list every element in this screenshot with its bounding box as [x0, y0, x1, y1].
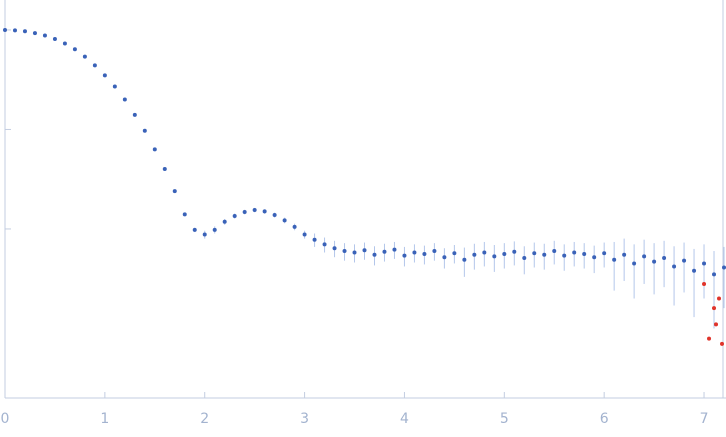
data-point	[672, 264, 677, 269]
data-point	[562, 253, 567, 258]
data-point	[282, 218, 287, 223]
data-point	[192, 227, 197, 232]
data-point	[642, 254, 647, 259]
data-point	[482, 250, 487, 255]
data-point	[572, 250, 577, 255]
data-point	[532, 251, 537, 256]
data-point	[252, 208, 257, 213]
data-point	[72, 47, 77, 52]
data-point	[722, 265, 726, 270]
data-point	[652, 259, 657, 264]
data-point	[62, 41, 67, 46]
data-point	[542, 252, 547, 257]
data-point	[3, 27, 7, 32]
data-point	[692, 268, 697, 273]
data-point	[132, 112, 137, 117]
data-point	[432, 249, 437, 254]
data-point	[592, 255, 597, 260]
data-point	[402, 253, 407, 258]
data-point	[272, 213, 277, 218]
data-point	[102, 73, 107, 78]
x-tick-label: 6	[600, 411, 609, 427]
data-point	[82, 54, 87, 59]
x-tick-label: 4	[400, 411, 409, 427]
data-point	[22, 29, 27, 34]
data-point	[442, 255, 447, 260]
data-point	[717, 296, 722, 301]
data-point	[302, 232, 307, 237]
data-point	[712, 306, 717, 311]
data-point	[707, 336, 712, 341]
data-point	[112, 84, 117, 89]
data-point	[412, 250, 417, 255]
data-point	[632, 261, 637, 266]
data-point	[582, 252, 587, 257]
data-point	[212, 227, 217, 232]
data-point	[682, 258, 687, 263]
data-point	[662, 256, 667, 261]
data-point	[182, 212, 187, 217]
data-point	[552, 249, 557, 254]
data-point	[712, 272, 717, 277]
x-tick-label: 2	[200, 411, 209, 427]
data-point	[292, 224, 297, 229]
data-point	[312, 237, 317, 242]
data-point	[452, 251, 457, 256]
data-point	[612, 257, 617, 262]
data-point	[702, 261, 707, 266]
data-point	[52, 37, 57, 42]
x-tick-label: 7	[700, 411, 709, 427]
data-point	[12, 28, 17, 33]
data-point	[720, 341, 725, 346]
data-point	[422, 252, 427, 257]
data-point	[714, 322, 719, 327]
data-point	[222, 219, 227, 224]
data-point	[372, 252, 377, 257]
data-point	[472, 252, 477, 257]
data-point	[202, 232, 207, 237]
x-tick-label: 1	[100, 411, 109, 427]
data-point	[522, 256, 527, 261]
data-point	[362, 248, 367, 253]
data-point	[352, 250, 357, 255]
data-point	[42, 33, 47, 38]
data-point	[332, 246, 337, 251]
data-point	[322, 242, 327, 247]
data-point	[382, 249, 387, 254]
data-point	[242, 210, 247, 215]
data-point	[172, 189, 177, 194]
data-point	[502, 252, 507, 257]
data-point	[492, 254, 497, 259]
data-point	[602, 251, 607, 256]
data-point	[512, 249, 517, 254]
data-point	[702, 281, 707, 286]
data-point	[342, 249, 347, 254]
x-tick-label: 0	[1, 411, 10, 427]
data-point	[462, 257, 467, 262]
data-point	[622, 252, 627, 257]
data-point	[232, 213, 237, 218]
data-point	[32, 31, 37, 36]
data-point	[152, 147, 157, 152]
data-point	[142, 128, 147, 133]
x-tick-label: 5	[500, 411, 509, 427]
data-point	[262, 209, 267, 214]
data-point	[392, 247, 397, 252]
data-point	[122, 97, 127, 102]
data-point	[92, 63, 97, 68]
x-tick-label: 3	[300, 411, 309, 427]
data-point	[162, 167, 167, 172]
